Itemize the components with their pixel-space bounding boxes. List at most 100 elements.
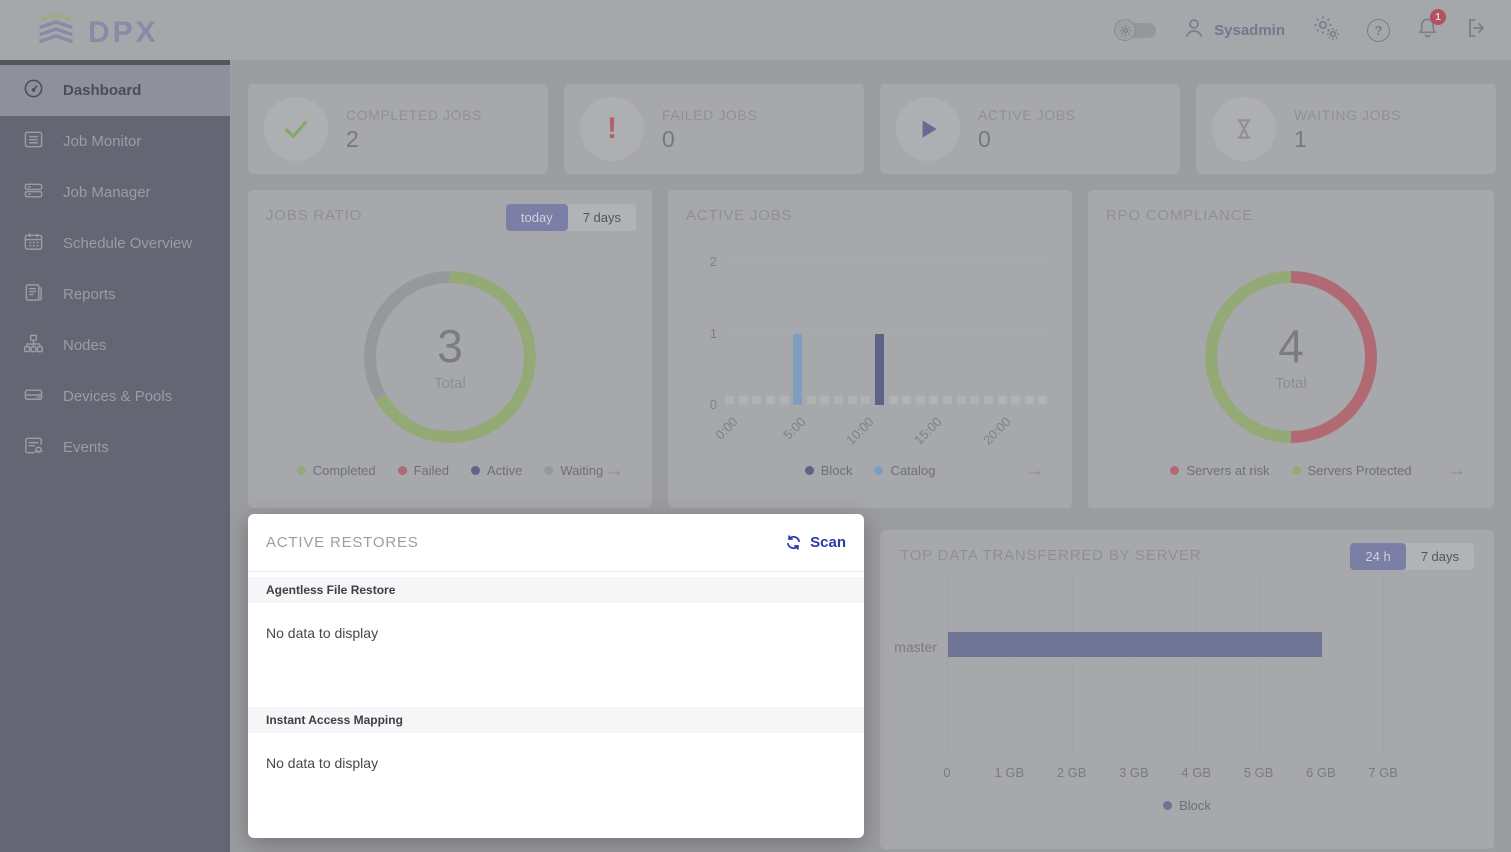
system-settings-icon[interactable] <box>1311 14 1341 47</box>
sidebar-item-job-monitor[interactable]: Job Monitor <box>0 116 230 167</box>
gridline-x-5-gb <box>1258 575 1260 758</box>
sidebar-item-nodes[interactable]: Nodes <box>0 320 230 371</box>
rpo-title: RPO COMPLIANCE <box>1106 207 1254 224</box>
scan-button[interactable]: Scan <box>785 534 846 551</box>
zero-bar-stub <box>861 396 871 404</box>
jobs-ratio-total: 3 <box>437 319 463 372</box>
rpo-compliance-card: RPO COMPLIANCE 4 Total Servers at risk Se… <box>1088 190 1494 508</box>
zero-bar-stub <box>888 396 898 404</box>
settings-toggle[interactable] <box>1114 19 1157 41</box>
category-label-master: master <box>894 639 937 655</box>
legend-label: Completed <box>312 463 376 478</box>
period-today-button[interactable]: today <box>505 204 568 231</box>
stat-value: 1 <box>1294 126 1307 152</box>
xtick-0: 0 <box>943 765 951 780</box>
xtick-1-gb: 1 GB <box>994 765 1025 780</box>
stat-value: 2 <box>346 126 359 152</box>
zero-bar-stub <box>956 396 966 404</box>
xtick-10-00: 10:00 <box>843 414 877 448</box>
stat-label: COMPLETED JOBS <box>346 107 482 123</box>
toggle-gear-icon <box>1114 19 1137 41</box>
bar-master <box>948 632 1322 657</box>
sidebar-item-dashboard[interactable]: Dashboard <box>0 65 230 116</box>
zero-bar-stub <box>806 396 816 404</box>
user-menu[interactable]: Sysadmin <box>1182 16 1285 45</box>
stat-card-active-jobs: ACTIVE JOBS 0 <box>880 84 1180 174</box>
top-data-plot: 0 1 GB 2 GB 3 GB 4 GB 5 GB 6 GB 7 GB master <box>894 575 1398 780</box>
legend-label: Active <box>487 463 523 478</box>
legend-label: Waiting <box>560 463 604 478</box>
xtick-6-gb: 6 GB <box>1305 765 1336 780</box>
xtick-15-00: 15:00 <box>911 414 945 448</box>
sidebar-item-label: Job Manager <box>63 184 151 201</box>
agentless-empty-text: No data to display <box>266 625 379 641</box>
top-data-legend: Block <box>880 798 1494 813</box>
period-7days-button-2[interactable]: 7 days <box>1420 549 1459 564</box>
jobs-ratio-legend-active: Active <box>471 463 522 478</box>
logo-text: DPX <box>88 15 159 49</box>
section-instant-access-mapping: Instant Access Mapping <box>248 707 864 733</box>
rpo-details-arrow[interactable]: → <box>1447 460 1466 481</box>
legend-label: Servers Protected <box>1307 463 1412 478</box>
jobs-ratio-period-toggle: today 7 days <box>505 204 636 231</box>
gridline-y-1 <box>725 333 1052 335</box>
sidebar-item-devices-pools[interactable]: Devices & Pools <box>0 371 230 422</box>
rpo-total: 4 <box>1278 319 1304 372</box>
logout-icon[interactable] <box>1465 16 1489 45</box>
dpx-logo[interactable]: DPX <box>36 12 159 53</box>
top-data-legend-block: Block <box>1163 798 1211 813</box>
help-icon[interactable]: ? <box>1367 18 1390 42</box>
top-data-card: TOP DATA TRANSFERRED BY SERVER 24 h 7 da… <box>880 530 1494 849</box>
sidebar-item-events[interactable]: Events <box>0 422 230 473</box>
period-7days-button[interactable]: 7 days <box>582 210 621 225</box>
jobs-ratio-legend-waiting: Waiting <box>544 463 603 478</box>
jobs-ratio-details-arrow[interactable]: → <box>605 460 624 481</box>
gridline-y-0 <box>725 405 1052 406</box>
ytick-2: 2 <box>709 254 717 269</box>
legend-dot <box>874 466 884 475</box>
xtick-7-gb: 7 GB <box>1368 765 1398 780</box>
notifications-bell[interactable]: 1 <box>1416 9 1446 44</box>
zero-bar-stub <box>997 396 1007 404</box>
zero-bar-stub <box>779 396 789 404</box>
section-agentless-file-restore: Agentless File Restore <box>248 577 864 603</box>
sidebar-item-label: Nodes <box>63 337 107 354</box>
notification-badge: 1 <box>1430 9 1446 25</box>
active-jobs-title: ACTIVE JOBS <box>686 207 793 224</box>
instant-access-empty-text: No data to display <box>266 755 379 771</box>
sidebar-item-label: Dashboard <box>63 82 142 99</box>
xtick-2-gb: 2 GB <box>1056 765 1087 780</box>
zero-bar-stub <box>1024 396 1034 404</box>
sidebar-item-job-manager[interactable]: Job Manager <box>0 167 230 218</box>
ytick-0: 0 <box>709 397 717 412</box>
legend-dot <box>804 466 814 475</box>
gridline-x-4-gb <box>1196 575 1198 758</box>
stat-texts: FAILED JOBS 0 <box>662 107 757 153</box>
sidebar-item-label: Events <box>63 439 109 456</box>
calendar-icon <box>23 231 44 256</box>
top-data-period-toggle: 24 h 7 days <box>1350 543 1474 570</box>
zero-bar-stub <box>834 396 843 404</box>
period-24h-button[interactable]: 24 h <box>1350 543 1406 570</box>
zero-bar-stub <box>765 396 775 404</box>
stat-card-waiting-jobs: WAITING JOBS 1 <box>1196 84 1496 174</box>
gridline-y-2 <box>725 262 1052 263</box>
sidebar-nav: Dashboard Job Monitor Job Manager Schedule … <box>0 60 230 852</box>
zero-bar-stub <box>847 396 857 404</box>
active-jobs-plot: 0 1 2 0:00 5:00 10:00 15:00 20:00 <box>710 254 1052 448</box>
legend-label: Catalog <box>890 463 936 478</box>
sidebar-item-reports[interactable]: Reports <box>0 269 230 320</box>
xtick-20-00: 20:00 <box>979 414 1014 448</box>
zero-bar-stub <box>752 396 762 404</box>
rpo-legend: Servers at risk Servers Protected <box>1088 463 1494 478</box>
jobs-ratio-donut: 3 Total <box>364 271 536 443</box>
legend-dot <box>1170 466 1180 475</box>
active-jobs-details-arrow[interactable]: → <box>1025 460 1044 481</box>
dashboard-gauge-icon <box>23 78 44 103</box>
sidebar-item-label: Reports <box>63 286 116 303</box>
ytick-1: 1 <box>709 325 717 341</box>
legend-dot <box>471 466 480 475</box>
sidebar-item-label: Job Monitor <box>63 133 142 150</box>
sidebar-item-schedule-overview[interactable]: Schedule Overview <box>0 218 230 269</box>
top-data-title: TOP DATA TRANSFERRED BY SERVER <box>900 547 1202 564</box>
